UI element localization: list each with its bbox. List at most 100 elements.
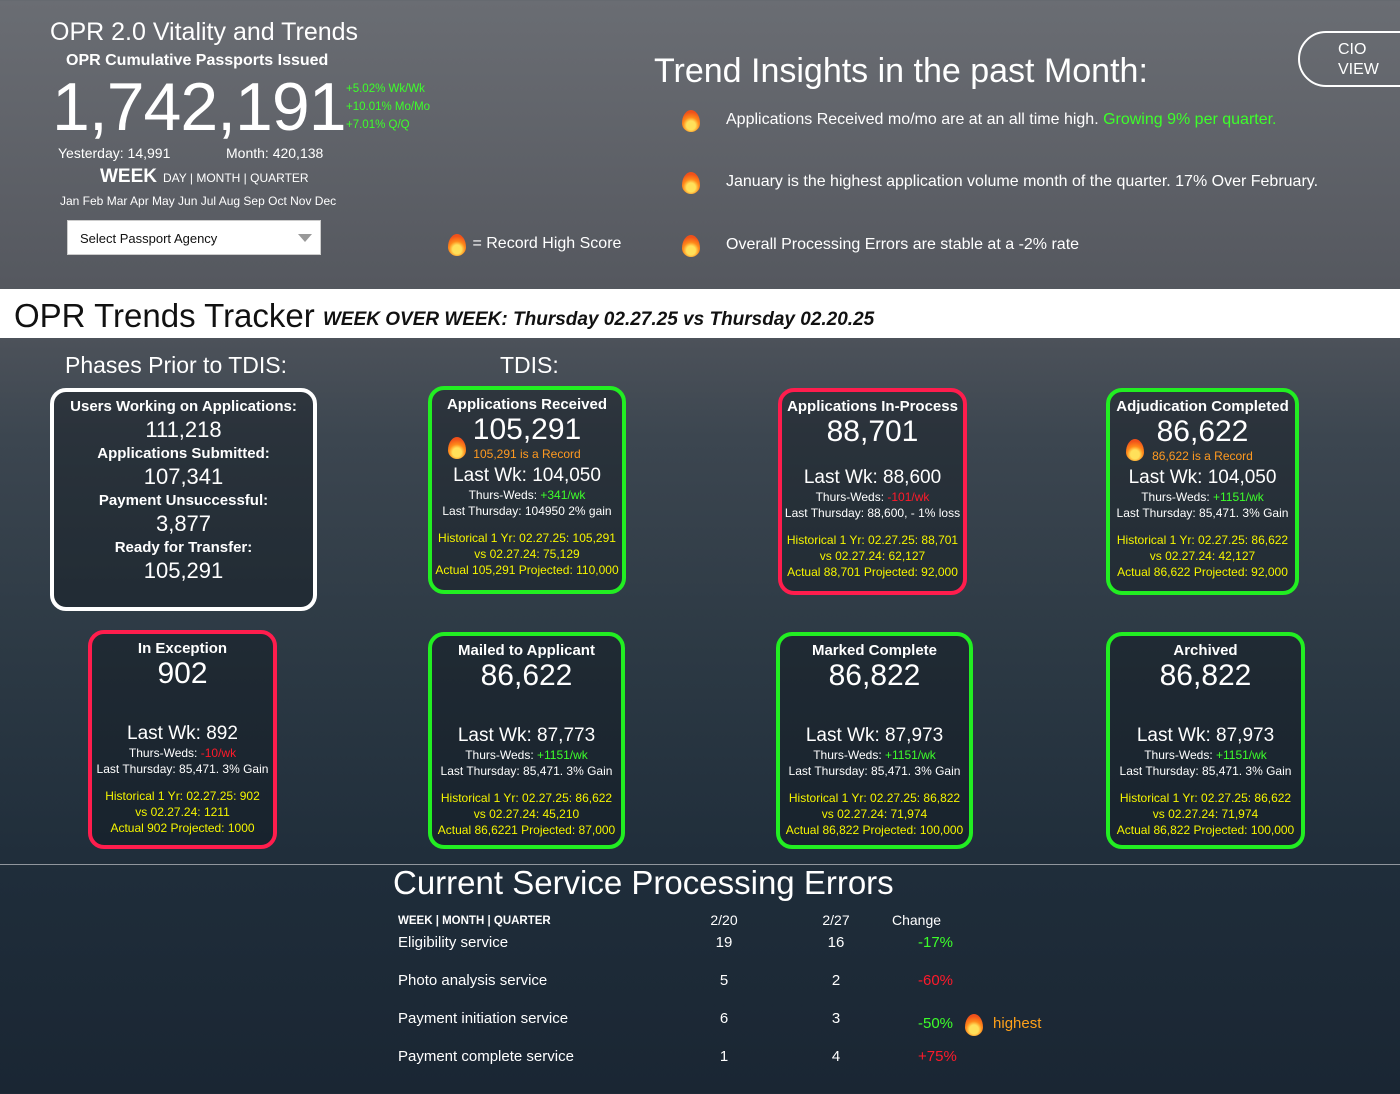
cur-value: 4 (831, 1048, 841, 1065)
service-name: Payment complete service (398, 1048, 574, 1065)
historical-vs: vs 02.27.24: 71,974 (1152, 807, 1259, 821)
in-exception-card: In Exception 902 Last Wk: 892 Thurs-Weds: -… (88, 630, 277, 849)
thurs-weds-delta: -101/wk (887, 490, 930, 504)
last-week: Last Wk: 87,973 (805, 725, 944, 746)
thurs-weds-label: Thurs-Weds: (128, 746, 201, 760)
actual-projected: Actual 902 Projected: 1000 (110, 821, 255, 835)
actual-projected: Actual 86,822 Projected: 100,000 (785, 823, 964, 837)
actual-projected: Actual 88,701 Projected: 92,000 (787, 565, 958, 579)
record-note (432, 693, 621, 723)
tracker-header: OPR Trends Tracker WEEK OVER WEEK: Thurs… (0, 289, 1400, 338)
thurs-weds: Thurs-Weds: -10/wk (92, 746, 273, 760)
card-value: 105,291 (472, 413, 582, 446)
actual-projected: Actual 105,291 Projected: 110,000 (435, 563, 619, 577)
insight-text: Applications Received mo/mo are at an al… (726, 111, 1104, 129)
historical: Historical 1 Yr: 02.27.25: 86,622 (1116, 533, 1289, 547)
growth-q: +7.01% Q/Q (346, 119, 410, 131)
service-name: Payment initiation service (398, 1010, 569, 1027)
card-title: Applications Received (446, 396, 608, 413)
card-value: 86,822 (828, 659, 921, 692)
cumulative-label: OPR Cumulative Passports Issued (66, 52, 329, 69)
errors-period-selector[interactable]: WEEK | MONTH | QUARTER (398, 915, 551, 927)
last-week: Last Wk: 88,600 (803, 467, 942, 488)
flame-icon (680, 106, 702, 134)
last-week: Last Wk: 104,050 (453, 465, 601, 486)
prev-value: 19 (715, 934, 733, 951)
thurs-weds-label: Thurs-Weds: (815, 490, 888, 504)
last-thursday: Last Thursday: 104950 2% gain (442, 504, 612, 518)
insight-item: Overall Processing Errors are stable at … (680, 231, 1079, 259)
insight-text: Overall Processing Errors are stable at … (726, 236, 1080, 254)
last-thursday: Last Thursday: 85,471. 3% Gain (788, 764, 961, 778)
month-count: Month: 420,138 (226, 145, 324, 161)
historical-vs: vs 02.27.24: 42,127 (1149, 549, 1256, 563)
card-value: 902 (157, 657, 208, 690)
flame-icon (963, 1010, 985, 1038)
chevron-down-icon (298, 234, 312, 242)
historical-vs: vs 02.27.24: 45,210 (473, 807, 580, 821)
card-value: 86,622 (480, 659, 573, 692)
historical: Historical 1 Yr: 02.27.25: 105,291 (438, 531, 616, 545)
growth-rates: +5.02% Wk/Wk +10.01% Mo/Mo +7.01% Q/Q (346, 80, 430, 134)
thurs-weds: Thurs-Weds: -101/wk (782, 490, 963, 504)
phase-label: Ready for Transfer: (114, 539, 253, 556)
last-week: Last Wk: 104,050 (1128, 467, 1277, 488)
period-week-tab[interactable]: WEEK (100, 166, 157, 187)
adjudication-completed-card: Adjudication Completed 86,622 86,622 is a … (1106, 388, 1299, 595)
col-cur: 2/27 (822, 912, 850, 928)
card-title: Archived (1173, 642, 1238, 659)
cio-view-button[interactable]: CIO VIEW (1298, 31, 1400, 87)
phase-value: 111,218 (145, 417, 222, 442)
yesterday-count: Yesterday: 14,991 (58, 145, 171, 161)
errors-table: WEEK | MONTH | QUARTER 2/20 2/27 Change … (398, 912, 1072, 1086)
change-value: -50% (918, 1014, 954, 1032)
thurs-weds-delta: +1151/wk (536, 748, 588, 762)
tracker-subtitle: WEEK OVER WEEK: Thursday 02.27.25 vs Thu… (323, 309, 875, 330)
cur-value: 2 (831, 972, 841, 989)
mailed-to-applicant-card: Mailed to Applicant 86,622 Last Wk: 87,773… (428, 632, 625, 849)
passport-agency-select[interactable]: Select Passport Agency (67, 220, 321, 255)
period-other-tabs[interactable]: DAY | MONTH | QUARTER (163, 171, 309, 185)
legend-text: = Record High Score (472, 235, 622, 253)
last-thursday: Last Thursday: 85,471. 3% Gain (1119, 764, 1292, 778)
phases-prior-card: Users Working on Applications: 111,218 Ap… (50, 388, 317, 611)
record-text: 105,291 is a Record (473, 447, 581, 461)
month-selector[interactable]: Jan Feb Mar Apr May Jun Jul Aug Sep Oct … (60, 194, 337, 208)
thurs-weds-delta: +1151/wk (1215, 748, 1267, 762)
agency-select-label: Select Passport Agency (80, 231, 218, 246)
historical: Historical 1 Yr: 02.27.25: 86,622 (1119, 791, 1292, 805)
last-week: Last Wk: 87,773 (457, 725, 596, 746)
historical-vs: vs 02.27.24: 71,974 (821, 807, 928, 821)
cumulative-total: 1,742,191 (52, 69, 347, 145)
thurs-weds-delta: +1151/wk (884, 748, 936, 762)
period-selector: WEEK DAY | MONTH | QUARTER (100, 166, 309, 188)
card-title: Mailed to Applicant (458, 642, 595, 659)
thurs-weds-label: Thurs-Weds: (465, 748, 537, 762)
historical: Historical 1 Yr: 02.27.25: 86,622 (440, 791, 613, 805)
service-name: Eligibility service (398, 934, 509, 951)
record-note: 86,622 is a Record (1110, 439, 1295, 465)
cur-value: 3 (831, 1010, 841, 1027)
thurs-weds-label: Thurs-Weds: (1141, 490, 1213, 504)
prev-value: 1 (719, 1048, 729, 1065)
phase-label: Applications Submitted: (97, 445, 270, 462)
insight-item: Applications Received mo/mo are at an al… (680, 106, 1277, 134)
historical-vs: vs 02.27.24: 1211 (135, 805, 230, 819)
error-row: Payment complete service 1 4 +75% (398, 1048, 1072, 1086)
insight-text: January is the highest application volum… (726, 173, 1319, 191)
actual-projected: Actual 86,6221 Projected: 87,000 (437, 823, 616, 837)
change-cell: -17% (892, 934, 1072, 972)
last-thursday: Last Thursday: 85,471. 3% Gain (440, 764, 613, 778)
archived-card: Archived 86,822 Last Wk: 87,973 Thurs-Weds:… (1106, 632, 1305, 849)
view-label: VIEW (1338, 61, 1379, 78)
last-thursday: Last Thursday: 85,471. 3% Gain (96, 762, 269, 776)
change-cell: -60% (892, 972, 1072, 1010)
last-thursday: Last Thursday: 88,600, - 1% loss (784, 506, 961, 520)
historical: Historical 1 Yr: 02.27.25: 88,701 (786, 533, 959, 547)
phase-value: 107,341 (143, 464, 224, 489)
thurs-weds-delta: -10/wk (200, 746, 237, 760)
col-prev: 2/20 (710, 912, 738, 928)
record-note (782, 449, 963, 465)
thurs-weds: Thurs-Weds: +1151/wk (1110, 490, 1295, 504)
change-cell: +75% (892, 1048, 1072, 1086)
